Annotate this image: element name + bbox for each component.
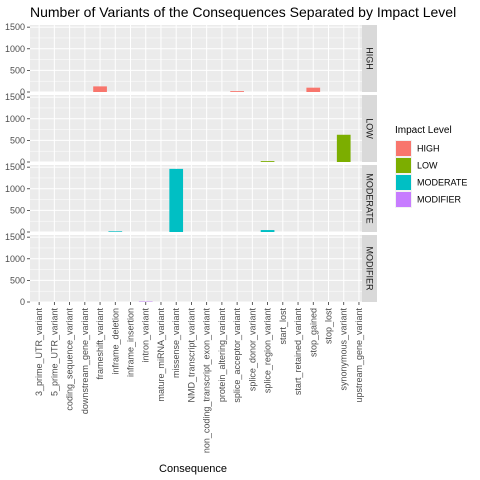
y-tick-label: 1000: [5, 44, 25, 54]
panel-background: [30, 165, 362, 232]
y-tick-label: 500: [10, 205, 25, 215]
facet-strip: [362, 95, 377, 162]
x-axis-title: Consequence: [159, 463, 227, 475]
legend-label: LOW: [417, 161, 438, 171]
x-tick-label: stop_lost: [323, 308, 333, 345]
facet-panel-low: 0 500 1000 1500 LOW: [5, 92, 377, 167]
x-tick-label: inframe_insertion: [126, 308, 136, 377]
bar-high-frameshift_variant: [93, 86, 107, 92]
y-tick-label: 0: [20, 227, 25, 237]
x-tick-label: 3_prime_UTR_variant: [34, 308, 44, 397]
legend-title: Impact Level: [395, 125, 452, 136]
x-tick-label: intron_variant: [141, 308, 151, 363]
bar-low-splice_region_variant: [260, 161, 275, 162]
facet-strip: [362, 235, 377, 302]
x-tick-label: stop_gained: [308, 308, 318, 357]
legend-label: MODERATE: [417, 178, 467, 188]
facet-panels: 0 500 1000 1500 HIGH 0 500 1000 1500 LOW 0 500 1000 1…: [5, 22, 377, 307]
y-tick-label: 500: [10, 65, 25, 75]
facet-panel-moderate: 0 500 1000 1500 MODERATE: [5, 162, 377, 237]
x-axis: 3_prime_UTR_variant 5_prime_UTR_variant co…: [34, 302, 364, 453]
y-tick-label: 0: [20, 87, 25, 97]
facet-strip-label: HIGH: [365, 47, 375, 70]
bar-high-stop_gained: [306, 87, 321, 92]
y-tick-label: 1500: [5, 162, 25, 172]
legend-key-high: [396, 141, 411, 156]
x-tick-label: missense_variant: [171, 308, 181, 379]
legend-label: HIGH: [417, 144, 440, 154]
chart-title: Number of Variants of the Consequences S…: [30, 4, 456, 20]
bar-moderate-inframe_deletion: [108, 231, 123, 232]
x-tick-label: synonymous_variant: [339, 308, 349, 391]
x-tick-label: mature_miRNA_variant: [156, 308, 166, 402]
x-tick-label: frameshift_variant: [95, 308, 105, 380]
x-tick-label: start_lost: [278, 308, 288, 345]
x-tick-label: downstream_gene_variant: [80, 308, 90, 415]
x-tick-label: start_retained_variant: [293, 308, 303, 396]
facet-strip-label: MODERATE: [365, 173, 375, 223]
bar-low-synonymous_variant: [336, 134, 351, 162]
legend-key-low: [396, 158, 411, 173]
x-tick-label: splice_acceptor_variant: [232, 308, 242, 403]
y-tick-label: 1500: [5, 22, 25, 32]
legend-key-modifier: [396, 192, 411, 207]
x-tick-label: non_coding_transcript_exon_variant: [202, 308, 212, 454]
facet-strip-label: LOW: [365, 118, 375, 139]
y-tick-label: 1000: [5, 184, 25, 194]
x-tick-label: splice_region_variant: [263, 308, 273, 394]
legend: Impact Level HIGH LOW MODERATE MODIFIER: [395, 125, 467, 208]
x-tick-label: coding_sequence_variant: [65, 308, 75, 411]
bar-high-splice_acceptor_variant: [230, 91, 244, 92]
facet-panel-modifier: 0 500 1000 1500 MODIFIER: [5, 232, 377, 307]
panel-background: [30, 95, 362, 162]
facet-panel-high: 0 500 1000 1500 HIGH: [5, 22, 377, 97]
x-tick-label: protein_altering_variant: [217, 308, 227, 403]
y-tick-label: 1000: [5, 254, 25, 264]
legend-label: MODIFIER: [417, 195, 461, 205]
bar-moderate-missense_variant: [169, 168, 184, 232]
y-tick-label: 0: [20, 157, 25, 167]
bar-moderate-splice_region_variant: [260, 230, 275, 232]
y-tick-label: 1500: [5, 232, 25, 242]
x-tick-label: NMD_transcript_variant: [186, 308, 196, 403]
x-tick-label: 5_prime_UTR_variant: [49, 308, 59, 397]
legend-key-moderate: [396, 175, 411, 190]
x-tick-label: upstream_gene_variant: [354, 308, 364, 403]
y-tick-label: 500: [10, 275, 25, 285]
facet-strip: [362, 165, 377, 232]
x-tick-label: splice_donor_variant: [247, 308, 257, 392]
y-tick-label: 1500: [5, 92, 25, 102]
facet-strip-label: MODIFIER: [365, 247, 375, 291]
facet-strip: [362, 25, 377, 92]
y-tick-label: 500: [10, 135, 25, 145]
x-tick-label: inframe_deletion: [110, 308, 120, 375]
y-tick-label: 1000: [5, 114, 25, 124]
panel-background: [30, 25, 362, 92]
panel-background: [30, 235, 362, 302]
y-tick-label: 0: [20, 297, 25, 307]
